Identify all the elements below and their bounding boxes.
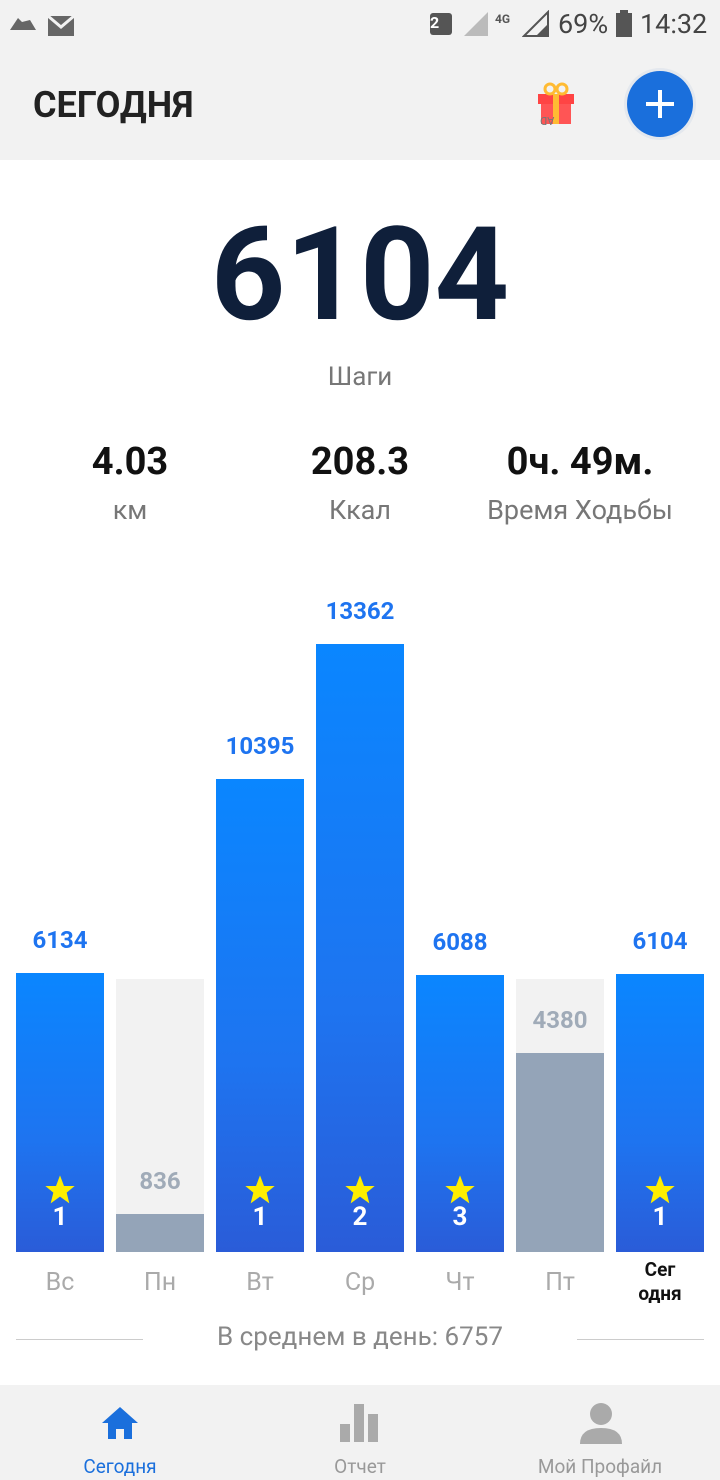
x-tick-label: Ср [344,1268,376,1297]
value-label: 6088 [432,927,488,956]
bar [516,1052,604,1252]
star-count: 3 [452,1202,468,1232]
star-count: 1 [652,1202,668,1232]
bar [316,644,404,1252]
nav-label[interactable]: Сегодня [83,1455,157,1478]
stat-value: 208.3 [310,440,410,484]
bar [16,972,104,1252]
star-icon [244,1174,276,1206]
x-tick-label: Вс [45,1268,75,1297]
profile-icon[interactable] [580,1402,622,1444]
page-title: СЕГОДНЯ [33,84,194,126]
stat-value: 0ч. 49м. [506,440,654,484]
stat-value: 4.03 [91,440,169,484]
x-tick-label: Пт [545,1268,575,1297]
stat-label: км [112,494,148,526]
value-label: 13362 [325,597,395,626]
star-icon [44,1174,76,1206]
header-bg [0,0,720,160]
stat-label: Ккал [329,494,391,526]
nav-label[interactable]: Отчет [334,1455,386,1478]
network-type: 4G [495,12,511,26]
star-count: 1 [252,1202,268,1232]
home-icon[interactable] [100,1405,140,1441]
value-label: 6134 [32,925,88,954]
gift-icon[interactable] [536,80,578,128]
target-bar [116,979,204,1252]
value-label: 4380 [532,1005,588,1034]
star-count: 1 [52,1202,68,1232]
stat-label: Время Ходьбы [487,494,673,526]
x-tick-label: Сег одня [638,1258,682,1305]
star-icon [344,1174,376,1206]
add-button[interactable] [622,66,698,142]
bar [116,1213,204,1252]
value-label: 6104 [632,927,688,956]
sim-badge: 2 [430,13,452,35]
value-label: 836 [139,1166,181,1195]
steps-count: 6104 [210,198,510,351]
star-icon [444,1174,476,1206]
bar [616,974,704,1252]
battery-percent: 69% [558,8,609,40]
clock: 14:32 [640,8,708,40]
divider [577,1339,704,1340]
star-count: 2 [352,1202,368,1232]
steps-label: Шаги [327,362,393,392]
signal-icon [464,12,488,36]
signal-icon [522,10,549,37]
divider [16,1339,143,1340]
star-icon [644,1174,676,1206]
x-tick-label: Вт [246,1268,274,1297]
nav-label[interactable]: Мой Профайл [537,1455,663,1478]
value-label: 10395 [225,732,295,761]
daily-average: В среднем в день: 6757 [217,1322,503,1352]
battery-icon [616,10,632,37]
week-chart: 6134 1 Вс 836 Пн 10395 1 Вт 13362 2 Ср 6088 3 Чт 4380 П… [16,597,704,1305]
status-icons-left [10,14,75,36]
report-icon[interactable] [340,1402,380,1442]
x-tick-label: Чт [445,1268,475,1297]
bar [216,779,304,1252]
bar [416,974,504,1252]
x-tick-label: Пн [143,1268,177,1297]
